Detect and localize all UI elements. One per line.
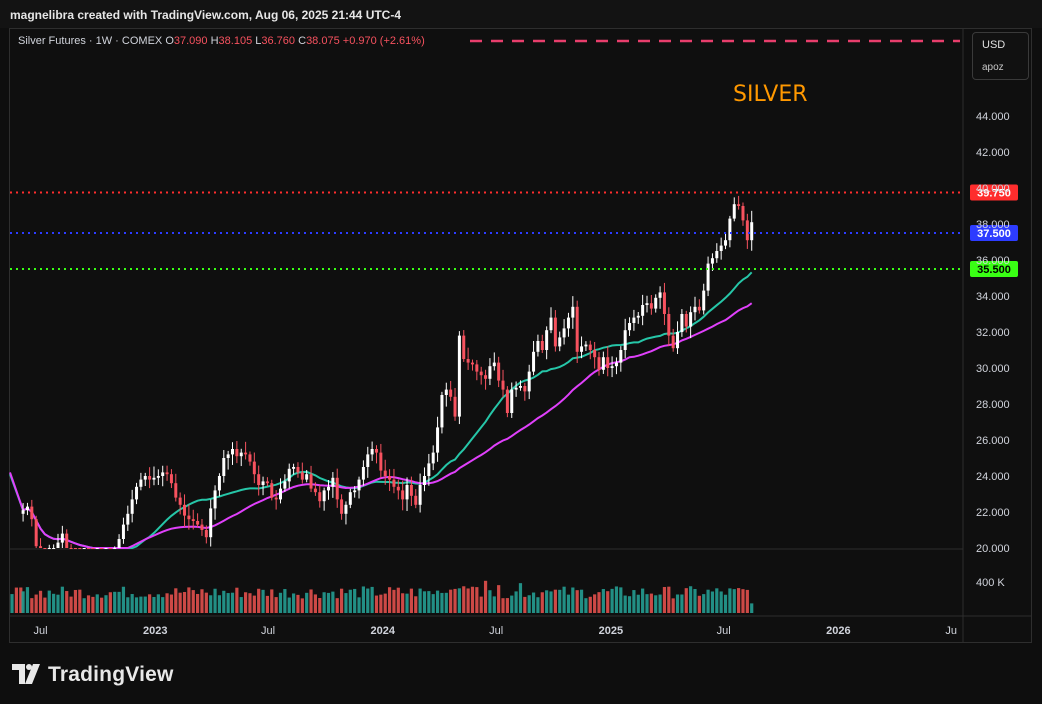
currency-label[interactable]: USD (982, 39, 1006, 51)
silver-annotation: SILVER (733, 82, 808, 107)
high-label: H (210, 35, 219, 47)
ohlc-legend: Silver Futures · 1W · COMEX O37.090 H38.… (18, 35, 425, 47)
chart-frame[interactable] (9, 28, 1032, 643)
created-by-text: magnelibra created with TradingView.com,… (10, 8, 402, 22)
high-value: 38.105 (218, 35, 253, 47)
change-value: +0.970 (+2.61%) (342, 35, 425, 47)
open-label: O (165, 35, 174, 47)
tradingview-logo-icon (12, 664, 40, 684)
open-value: 37.090 (173, 35, 208, 47)
close-value: 38.075 (306, 35, 340, 47)
close-label: C (298, 35, 307, 47)
top-bar: magnelibra created with TradingView.com,… (0, 0, 1042, 28)
currency-sub-label: apoz (982, 62, 1004, 73)
currency-box[interactable]: USD apoz (972, 32, 1029, 80)
low-label: L (255, 35, 262, 47)
symbol-label[interactable]: Silver Futures · 1W · COMEX (18, 35, 163, 47)
tradingview-brand-text: TradingView (48, 663, 174, 686)
low-value: 36.760 (261, 35, 296, 47)
